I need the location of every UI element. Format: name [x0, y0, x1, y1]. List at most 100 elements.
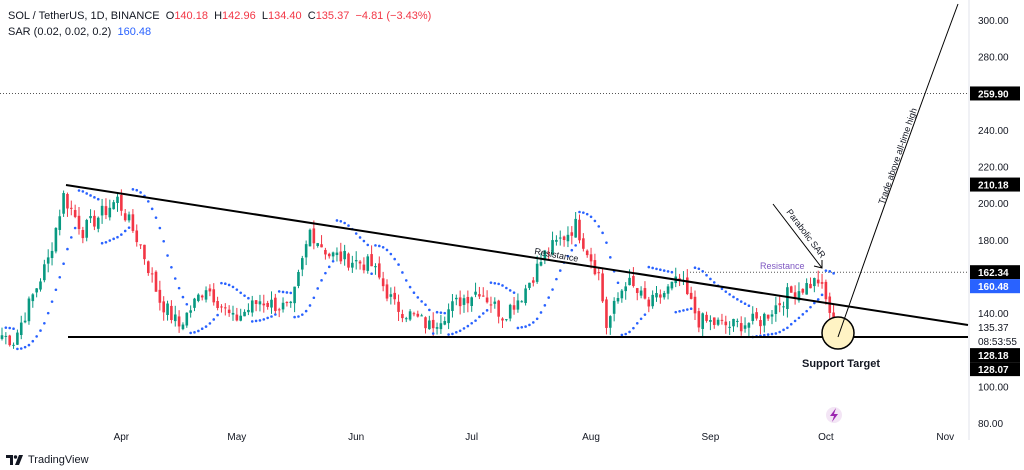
- sar-dot: [401, 271, 404, 274]
- candle-body: [43, 264, 46, 281]
- sar-dot: [655, 267, 658, 271]
- candle-body: [4, 335, 8, 337]
- price-label: 210.18: [978, 181, 1009, 192]
- sar-dot: [601, 231, 604, 235]
- sar-dot: [501, 284, 504, 287]
- candle-body: [404, 318, 408, 320]
- candle-body: [220, 306, 223, 308]
- sar-dot: [131, 188, 135, 191]
- sar-dot: [466, 324, 470, 328]
- candle-body: [308, 229, 312, 247]
- candle-body: [793, 292, 797, 299]
- sar-dot: [701, 269, 704, 273]
- candle-body: [320, 244, 323, 248]
- candle-body: [343, 250, 346, 260]
- time-tick: Sep: [702, 432, 720, 443]
- candle-body: [624, 286, 627, 292]
- indicator-value: 160.48: [117, 26, 152, 38]
- sar-dot: [766, 333, 770, 336]
- candle-body: [23, 320, 27, 323]
- candle-body: [458, 297, 462, 307]
- candle-body: [686, 277, 689, 295]
- sar-dot: [347, 224, 350, 227]
- descending-trendline[interactable]: [65, 184, 969, 326]
- candle-body: [439, 323, 443, 330]
- sar-dot: [354, 232, 358, 235]
- indicator-name[interactable]: SAR (0.02, 0.02, 0.2): [8, 26, 112, 38]
- sar-dot: [528, 323, 531, 327]
- sar-dot: [170, 265, 173, 269]
- sar-dot: [285, 291, 289, 294]
- sar-dot: [308, 304, 312, 307]
- tradingview-logo[interactable]: TradingView: [6, 454, 89, 466]
- candle-body: [370, 254, 373, 267]
- time-tick: Oct: [818, 432, 834, 443]
- support-target-circle[interactable]: [821, 316, 855, 350]
- sar-dot: [277, 290, 281, 293]
- sar-dot: [58, 275, 62, 279]
- sar-dot: [254, 319, 258, 323]
- candle-body: [235, 314, 239, 321]
- low-value: 134.40: [267, 10, 302, 22]
- sar-dot: [543, 304, 547, 307]
- candle-body: [720, 319, 724, 321]
- candle-body: [58, 216, 62, 230]
- sar-dot: [770, 332, 774, 336]
- candle-body: [659, 294, 662, 298]
- candle-body: [35, 288, 38, 293]
- candle-body: [751, 313, 755, 322]
- candle-body: [358, 261, 362, 264]
- candle-body: [709, 319, 712, 322]
- sar-dot: [404, 279, 408, 282]
- sar-dot: [408, 285, 412, 289]
- candle-body: [562, 236, 566, 241]
- sar-dot: [512, 291, 516, 294]
- candle-body: [250, 300, 254, 313]
- sar-dot: [335, 219, 339, 222]
- sar-dot: [643, 313, 647, 316]
- candle-body: [401, 314, 404, 319]
- candle-body: [732, 318, 735, 327]
- time-tick: May: [227, 432, 246, 443]
- candle-body: [543, 250, 547, 261]
- candle-body: [813, 278, 816, 287]
- time-axis[interactable]: Apr May Jun Jul Aug Sep Oct Nov: [114, 432, 955, 443]
- candle-body: [512, 305, 516, 310]
- sar-dot: [358, 236, 362, 239]
- sar-dot: [763, 333, 766, 337]
- sar-dot: [154, 216, 158, 219]
- sar-dot: [120, 233, 123, 236]
- symbol-info[interactable]: SOL / TetherUS, 1D, BINANCE: [8, 10, 160, 22]
- sar-dot: [162, 239, 165, 243]
- sar-dot: [343, 221, 346, 225]
- candle-body: [385, 284, 389, 299]
- sar-dot: [682, 309, 685, 312]
- sar-dot: [478, 315, 481, 319]
- sar-dot: [651, 266, 654, 270]
- sar-dot: [274, 313, 277, 316]
- candle-body: [589, 254, 593, 262]
- price-tick: 80.00: [978, 419, 1003, 430]
- price-label-bg: [970, 177, 1020, 192]
- sar-dot: [532, 321, 535, 324]
- price-tick: 240.00: [978, 126, 1009, 137]
- candle-body: [293, 286, 296, 304]
- candle-body: [93, 215, 96, 227]
- sar-dot: [304, 309, 308, 313]
- candle-body: [770, 314, 774, 317]
- candle-body: [763, 313, 766, 326]
- sar-dot: [381, 246, 385, 249]
- candle-body: [816, 279, 820, 284]
- candle-body: [335, 252, 339, 256]
- indicator-row: SAR (0.02, 0.02, 0.2) 160.48: [8, 24, 431, 40]
- breakout-projection-line[interactable]: [837, 3, 959, 338]
- sar-dot: [435, 310, 439, 314]
- sar-dot: [570, 248, 574, 252]
- arrow-head-icon: [813, 260, 823, 269]
- candle-body: [662, 293, 666, 298]
- price-axis[interactable]: 300.00 280.00 240.00 220.00 200.00 180.00 140.…: [978, 16, 1009, 430]
- sar-dot: [173, 277, 177, 280]
- sar-dot: [566, 254, 570, 258]
- sar-dot: [31, 339, 35, 343]
